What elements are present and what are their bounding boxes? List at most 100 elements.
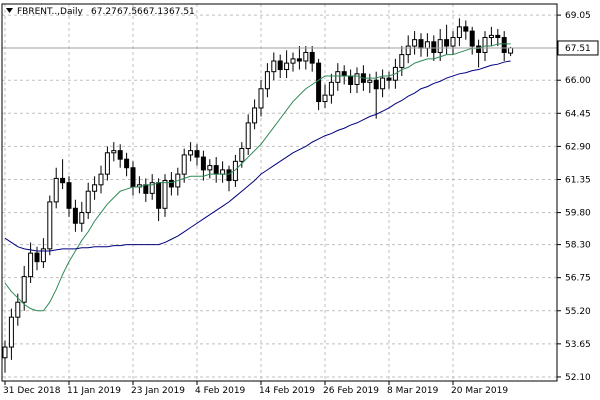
y-tick-label: 53.65 (565, 340, 591, 350)
y-tick-label: 62.90 (565, 142, 591, 152)
candle-body (168, 180, 174, 188)
candle-body (111, 150, 117, 154)
candle-body (239, 148, 245, 162)
candle-body (284, 62, 290, 71)
candle-body (92, 184, 98, 192)
candle-body (15, 301, 21, 318)
candle-body (213, 165, 219, 175)
candle-body (60, 177, 66, 184)
y-tick-label: 66.00 (565, 76, 591, 86)
x-tick-label: 14 Feb 2019 (259, 386, 315, 396)
candle-body (412, 39, 418, 47)
y-tick-label: 64.45 (565, 109, 591, 119)
candle-body (264, 71, 270, 90)
x-tick-label: 4 Feb 2019 (195, 386, 246, 396)
candle-body (181, 154, 187, 175)
candle-body (79, 212, 85, 224)
candle-body (72, 207, 78, 224)
candle-body (28, 252, 34, 278)
candle-body (220, 169, 226, 175)
plot-frame (1, 3, 558, 382)
header-low: 67.13 (143, 7, 169, 17)
candle-body (456, 26, 462, 39)
candle-body (386, 77, 392, 81)
candle-body (245, 122, 251, 150)
candle-body (34, 252, 40, 263)
header-open: 67.27 (91, 7, 117, 17)
moving-average (4, 43, 511, 312)
header-close: 67.51 (169, 7, 195, 17)
x-tick-label: 20 Mar 2019 (451, 386, 508, 396)
price-label: 67.51 (565, 44, 591, 54)
candle-body (303, 51, 309, 62)
y-tick-label: 69.05 (565, 11, 591, 21)
candle-body (40, 248, 46, 263)
candle-body (85, 190, 91, 214)
candle-body (316, 62, 322, 103)
plot (2, 18, 557, 373)
candle-body (104, 152, 110, 175)
y-tick-label: 58.30 (565, 241, 591, 251)
candle-body (450, 37, 456, 47)
candle-body (194, 150, 200, 158)
candle-body (156, 182, 162, 209)
candle-body (399, 54, 405, 68)
x-tick-label: 31 Dec 2018 (3, 386, 61, 396)
candle-body (8, 316, 14, 348)
candle-body (124, 158, 130, 169)
candle-body (271, 60, 277, 73)
candle-body (309, 51, 315, 64)
candle-body (354, 73, 360, 85)
candle-body (405, 45, 411, 56)
y-tick-label: 61.35 (565, 175, 591, 185)
candle-body (98, 173, 104, 186)
candle-body (53, 177, 59, 203)
menu-triangle (6, 8, 13, 13)
y-tick-label: 52.10 (565, 373, 591, 383)
candle-body (418, 39, 424, 49)
candle-body (373, 79, 379, 90)
candle-body (322, 94, 328, 103)
candle-body (47, 201, 53, 250)
candle-body (476, 45, 482, 53)
x-tick-label: 8 Mar 2019 (387, 386, 439, 396)
candle-body (188, 150, 194, 156)
candle-body (66, 182, 72, 209)
candle-body (380, 77, 386, 90)
candle-body (226, 169, 232, 182)
candle-body (431, 41, 437, 53)
candle-body (469, 30, 475, 47)
chart-title: FBRENT..,Daily (17, 7, 83, 17)
candle-body (21, 276, 27, 303)
x-tick-label: 26 Feb 2019 (323, 386, 379, 396)
candle-body (335, 71, 341, 83)
candle-body (258, 88, 264, 109)
candle-body (277, 60, 283, 71)
candle-body (341, 71, 347, 77)
candle-body (501, 37, 507, 53)
candle-body (200, 156, 206, 171)
candle-body (463, 26, 469, 32)
candle-body (207, 165, 213, 171)
candle-body (130, 167, 136, 188)
candle-body (162, 180, 168, 209)
candle-body (508, 47, 514, 54)
x-tick-label: 23 Jan 2019 (131, 386, 185, 396)
candle-body (143, 184, 149, 194)
candle-body (495, 34, 501, 39)
grid (2, 4, 557, 381)
candle-body (149, 182, 155, 194)
y-tick-label: 59.80 (565, 209, 591, 219)
y-tick-label: 55.20 (565, 307, 591, 317)
candle-body (252, 107, 258, 124)
y-tick-label: 56.75 (565, 274, 591, 284)
candle-body (348, 75, 354, 85)
price-box (557, 40, 599, 56)
candle-body (444, 39, 450, 47)
header-high: 67.56 (117, 7, 143, 17)
candle-body (488, 34, 494, 39)
candle-body (2, 346, 8, 359)
candle-body (367, 79, 373, 83)
